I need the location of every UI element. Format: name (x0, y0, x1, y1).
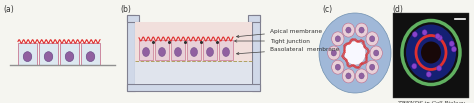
Bar (81, 43, 100, 65)
Ellipse shape (437, 66, 442, 71)
Ellipse shape (331, 50, 337, 56)
Ellipse shape (143, 47, 149, 57)
Text: (a): (a) (3, 5, 14, 14)
Bar (248, 15, 260, 22)
Bar (60, 43, 79, 65)
Bar (187, 40, 201, 60)
Bar (127, 15, 139, 22)
Text: (d): (d) (392, 5, 403, 14)
Bar (171, 40, 185, 60)
Ellipse shape (366, 60, 378, 74)
Bar (219, 40, 233, 60)
Ellipse shape (344, 41, 366, 65)
Ellipse shape (374, 50, 379, 56)
Ellipse shape (346, 73, 351, 79)
Bar (135, 22, 252, 84)
Ellipse shape (438, 35, 442, 41)
Bar (203, 40, 217, 60)
Ellipse shape (342, 69, 355, 83)
Bar (139, 40, 153, 60)
Ellipse shape (335, 36, 340, 42)
Ellipse shape (174, 47, 182, 57)
Text: Apical membrane: Apical membrane (237, 29, 322, 38)
Bar (135, 22, 252, 61)
Ellipse shape (449, 41, 454, 46)
Ellipse shape (23, 52, 32, 62)
Bar (127, 84, 260, 91)
Text: Tight junction: Tight junction (235, 39, 310, 43)
Text: TRENDS in Cell Biology: TRENDS in Cell Biology (398, 101, 465, 103)
Ellipse shape (422, 30, 427, 35)
Ellipse shape (366, 32, 378, 46)
Ellipse shape (222, 47, 229, 57)
Bar (155, 40, 169, 60)
Ellipse shape (342, 23, 355, 37)
Ellipse shape (346, 27, 351, 33)
Ellipse shape (335, 64, 340, 70)
Ellipse shape (319, 13, 391, 93)
Ellipse shape (191, 47, 198, 57)
Bar (393, 13, 469, 98)
Ellipse shape (421, 42, 441, 64)
Ellipse shape (356, 23, 368, 37)
Text: Basolateral  membrane: Basolateral membrane (237, 46, 339, 55)
Ellipse shape (86, 52, 95, 62)
Ellipse shape (332, 60, 344, 74)
Ellipse shape (65, 52, 74, 62)
Ellipse shape (370, 36, 375, 42)
Ellipse shape (451, 46, 456, 52)
Ellipse shape (359, 73, 364, 79)
Ellipse shape (332, 32, 344, 46)
Ellipse shape (44, 52, 53, 62)
Ellipse shape (426, 72, 431, 77)
Ellipse shape (359, 27, 364, 33)
Bar (135, 61, 252, 84)
Ellipse shape (370, 46, 383, 60)
Bar (252, 15, 260, 91)
Ellipse shape (412, 63, 417, 69)
Bar (127, 15, 135, 91)
Ellipse shape (406, 25, 456, 81)
Ellipse shape (207, 47, 213, 57)
Ellipse shape (158, 47, 165, 57)
Ellipse shape (370, 64, 375, 70)
Text: (b): (b) (120, 5, 131, 14)
Ellipse shape (412, 32, 417, 37)
Bar (18, 43, 37, 65)
Ellipse shape (435, 34, 440, 39)
Bar (39, 43, 58, 65)
Ellipse shape (328, 46, 340, 60)
Ellipse shape (356, 69, 368, 83)
Text: (c): (c) (322, 5, 332, 14)
